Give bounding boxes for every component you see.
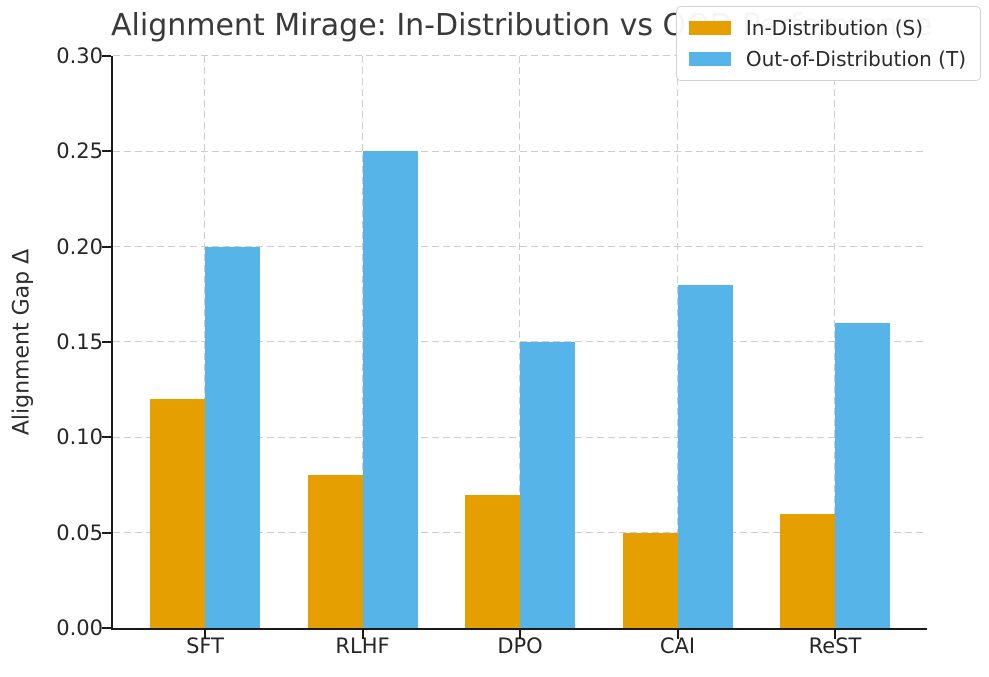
x-tick-mark-sft <box>204 630 206 639</box>
y-tick-mark-0.15 <box>102 341 111 343</box>
bar-rlhf-in-distribution-s <box>307 475 363 628</box>
bar-cai-in-distribution-s <box>622 532 678 628</box>
bar-sft-out-of-distribution-t <box>205 246 260 628</box>
bar-cai-out-of-distribution-t <box>677 284 733 628</box>
y-tick-mark-0.00 <box>102 627 111 629</box>
y-tick-label-0.15: 0.15 <box>56 330 103 354</box>
legend: In-Distribution (S) Out-of-Distribution (… <box>675 6 981 81</box>
bar-rlhf-out-of-distribution-t <box>362 151 418 628</box>
bar-rest-out-of-distribution-t <box>835 322 890 628</box>
y-tick-label-0.10: 0.10 <box>56 425 103 450</box>
legend-row-in-distribution-s: In-Distribution (S) <box>688 16 966 40</box>
y-tick-label-0.25: 0.25 <box>56 139 103 164</box>
legend-label-in-distribution-s: In-Distribution (S) <box>745 16 924 40</box>
bar-sft-in-distribution-s <box>150 399 205 628</box>
y-tick-mark-0.30 <box>102 55 111 57</box>
bar-rest-in-distribution-s <box>780 513 835 628</box>
x-tick-mark-cai <box>676 630 679 639</box>
y-tick-mark-0.05 <box>102 531 111 534</box>
legend-swatch-in-distribution-s <box>688 21 731 35</box>
y-tick-label-0.30: 0.30 <box>56 44 103 68</box>
x-tick-mark-rest <box>834 630 836 639</box>
y-tick-label-0.20: 0.20 <box>56 234 103 259</box>
bar-dpo-in-distribution-s <box>465 494 520 628</box>
legend-label-out-of-distribution-t: Out-of-Distribution (T) <box>745 47 966 71</box>
y-tick-mark-0.25 <box>102 150 111 153</box>
y-tick-label-0.05: 0.05 <box>56 520 103 545</box>
legend-swatch-out-of-distribution-t <box>688 52 731 66</box>
x-tick-mark-rlhf <box>361 630 364 639</box>
legend-row-out-of-distribution-t: Out-of-Distribution (T) <box>688 47 966 71</box>
y-axis-label: Alignment Gap Δ <box>9 248 35 436</box>
bar-dpo-out-of-distribution-t <box>520 342 575 628</box>
plot-area: 0.00 0.05 0.10 0.15 0.20 0.25 0.30 SFT RLHF DPO CA… <box>56 44 927 658</box>
x-tick-mark-dpo <box>519 630 521 639</box>
y-tick-mark-0.10 <box>102 436 111 439</box>
y-tick-mark-0.20 <box>102 245 111 248</box>
y-tick-label-0.00: 0.00 <box>56 616 103 640</box>
